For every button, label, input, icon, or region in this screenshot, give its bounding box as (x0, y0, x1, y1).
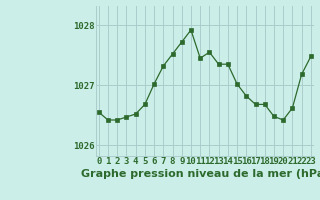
X-axis label: Graphe pression niveau de la mer (hPa): Graphe pression niveau de la mer (hPa) (81, 169, 320, 179)
